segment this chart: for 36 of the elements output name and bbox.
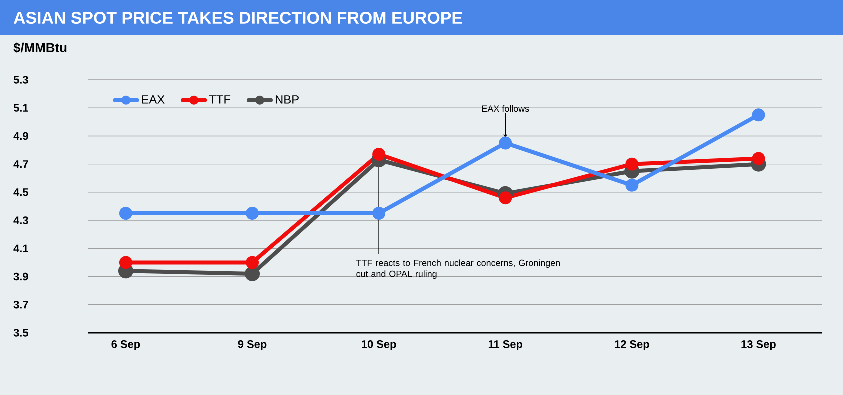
y-tick-label: 4.1 [14,244,28,252]
point [119,256,132,270]
x-tick-label: 6 Sep [112,340,140,350]
y-tick-label: 5.3 [14,76,28,84]
point [752,152,766,166]
y-tick-label: 4.9 [14,132,28,140]
legend-label: EAX [142,96,165,104]
y-tick-label: 5.1 [14,104,28,112]
annotation: EAX follows [482,105,530,112]
point [499,136,512,150]
y-tick-label: 4.7 [14,160,28,168]
x-tick-label: 12 Sep [615,340,650,350]
point [246,207,260,220]
legend-label: TTF [209,96,231,104]
point [245,266,260,282]
point [499,192,512,205]
y-tick-label: 4.3 [14,216,28,224]
chart-title: ASIAN SPOT PRICE TAKES DIRECTION FROM EUROPE [14,12,462,24]
legend-label: NBP [276,96,299,104]
x-tick-label: 13 Sep [742,340,776,350]
point [246,256,260,270]
point [372,207,386,220]
y-tick-label: 3.9 [14,272,28,281]
y-tick-label: 3.5 [14,329,28,337]
point [119,207,132,220]
y-axis-title: $/MMBtu [14,42,67,54]
x-tick-label: 10 Sep [362,340,396,350]
point [626,158,639,171]
x-tick-label: 11 Sep [488,340,523,350]
x-tick-label: 9 Sep [238,340,267,350]
point [752,108,766,122]
annotation: TTF reacts to French nuclear concerns, Groningen cut and OPAL ruling [356,260,560,280]
y-tick-label: 3.7 [14,301,28,309]
y-tick-label: 4.5 [14,188,28,196]
point [372,148,386,161]
point [626,178,639,192]
